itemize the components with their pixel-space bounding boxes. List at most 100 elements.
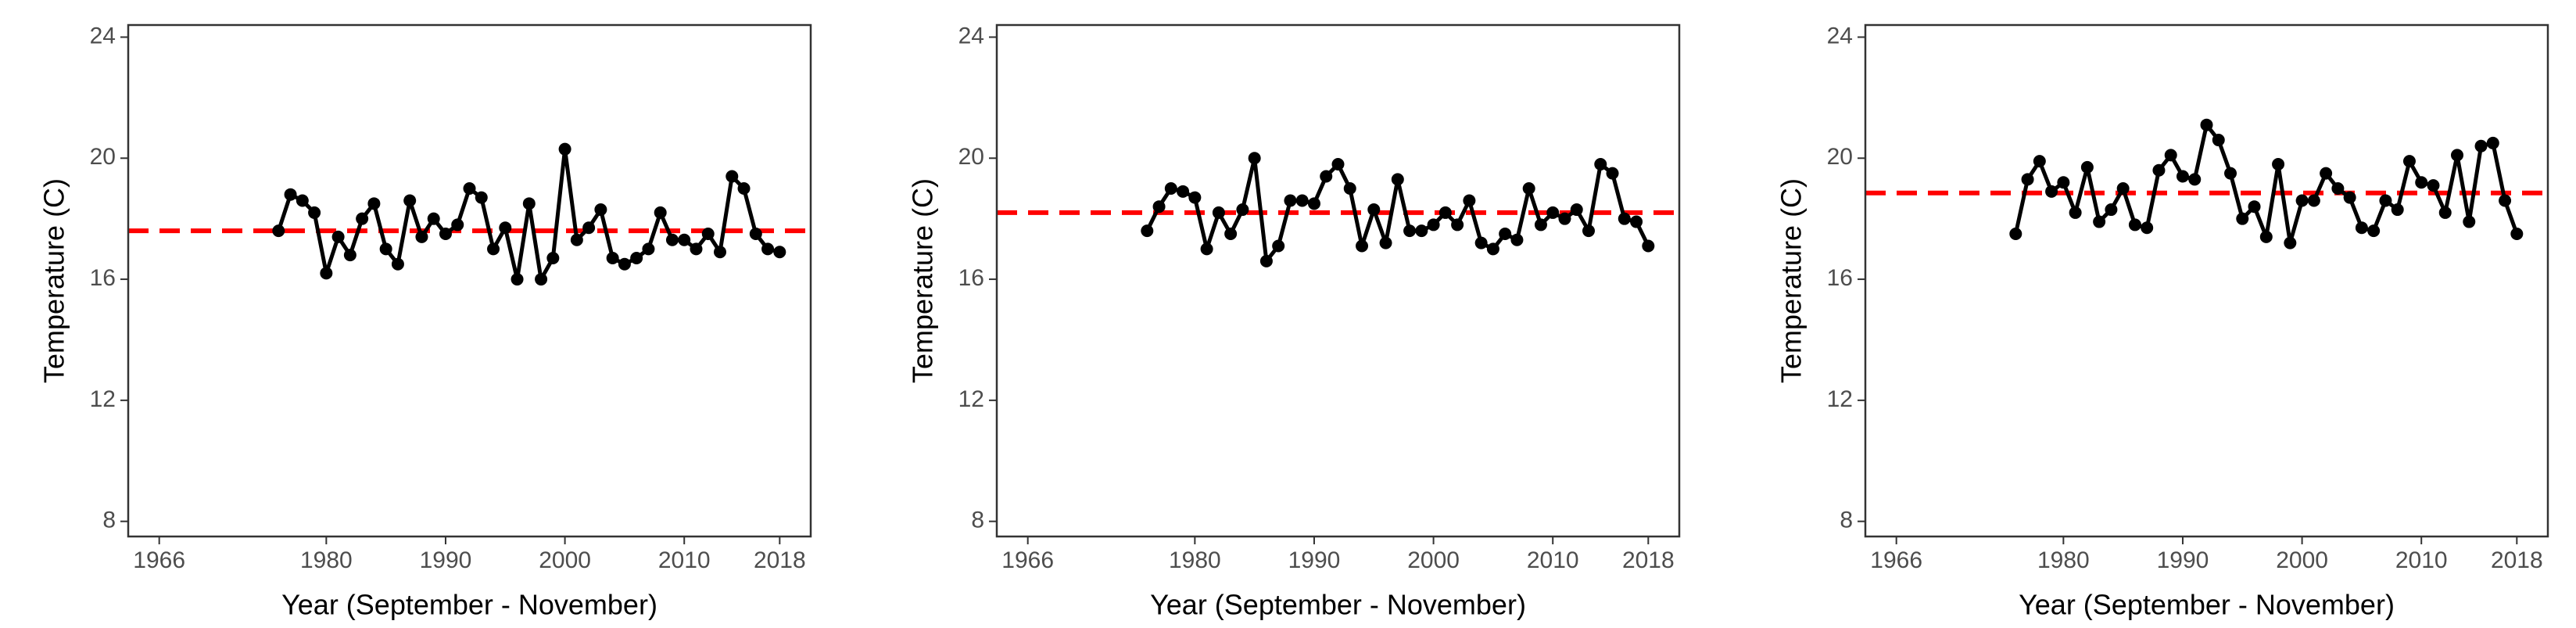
data-point [2105,203,2118,217]
data-point [2176,170,2189,183]
data-point [2295,194,2309,207]
x-tick-label: 2000 [539,547,591,573]
data-point [1427,218,1440,231]
x-tick-label: 2018 [754,547,806,573]
x-tick-label: 2000 [1407,547,1460,573]
data-point [1630,215,1643,228]
x-tick-label: 2018 [2491,547,2543,573]
data-point [749,228,762,241]
data-point [1558,212,1571,225]
data-point [2069,206,2082,219]
data-point [511,273,524,286]
x-tick-label: 1990 [2157,547,2209,573]
data-point [331,230,345,243]
data-point [1403,224,1417,238]
data-point [367,197,381,210]
data-point [2212,134,2225,147]
y-tick-label: 8 [102,508,116,533]
x-tick-label: 1966 [133,547,185,573]
data-point [1343,181,1356,195]
data-point [1522,181,1535,195]
data-point [2284,236,2297,249]
data-point [272,224,285,238]
y-tick-label: 20 [958,144,984,170]
data-point [665,233,679,246]
data-line [2013,123,2519,246]
data-point [1307,197,1320,210]
data-point [1284,194,1297,207]
data-point [1594,158,1607,171]
data-point [2355,221,2368,235]
x-tick-label: 1980 [2037,547,2090,573]
data-point [1486,242,1499,256]
data-point [2164,149,2177,162]
data-point [1295,194,1309,207]
y-tick-label: 12 [1827,386,1853,412]
data-point [2486,136,2499,149]
data-point [678,233,691,246]
data-point [451,218,464,231]
data-point [1546,206,1560,219]
x-tick-label: 2018 [1622,547,1675,573]
x-axis-title: Year (September - November) [1150,589,1526,621]
data-point [1463,194,1476,207]
data-point [773,246,786,259]
data-point [2463,215,2476,228]
data-point [606,251,619,264]
data-point [391,257,404,271]
data-point [403,194,417,207]
data-point [2009,228,2022,241]
data-point [1642,239,1655,253]
data-point [1331,158,1345,171]
data-point [1152,200,1166,214]
data-point [1438,206,1452,219]
data-point [379,242,392,256]
data-point [2415,176,2428,189]
data-point [1212,206,1225,219]
data-point [1356,239,1369,253]
data-point [2427,179,2440,192]
y-tick-label: 16 [90,265,116,291]
y-tick-label: 24 [958,23,984,48]
data-point [308,206,321,219]
panel: 8 12 16 20 24 1966 1980 1990 2000 2010 2018 Year (S… [1775,23,2549,621]
x-tick-label: 2010 [1527,547,1579,573]
data-point [2343,191,2356,204]
data-point [654,206,667,219]
data-point [2379,194,2392,207]
data-point [535,273,548,286]
x-axis-title: Year (September - November) [2019,589,2395,621]
data-point [1606,167,1619,180]
data-point [2499,194,2512,207]
data-point [2272,158,2285,171]
data-point [2474,139,2488,153]
data-point [701,228,715,241]
data-point [2021,173,2034,186]
y-axis-title: Temperature (C) [38,178,70,383]
data-point [2152,163,2166,177]
y-tick-label: 20 [1827,144,1853,170]
data-point [296,194,309,207]
data-point [499,221,512,235]
data-point [2093,215,2106,228]
data-point [558,142,571,156]
data-point [2438,206,2452,219]
data-point [1259,254,1273,267]
data-point [427,212,440,225]
data-point [1618,212,1631,225]
y-axis-title: Temperature (C) [1775,178,1807,383]
data-point [522,197,536,210]
data-point [546,251,560,264]
x-tick-label: 1966 [1001,547,1054,573]
data-point [1236,203,1249,217]
panel: 8 12 16 20 24 1966 1980 1990 2000 2010 2018 Year (S… [38,23,812,621]
data-point [1582,224,1596,238]
x-axis-title: Year (September - November) [281,589,657,621]
y-tick-label: 20 [90,144,116,170]
data-point [2116,181,2130,195]
data-point [582,221,596,235]
data-point [284,188,297,201]
data-point [343,249,356,262]
data-point [618,257,631,271]
data-point [2200,118,2213,131]
